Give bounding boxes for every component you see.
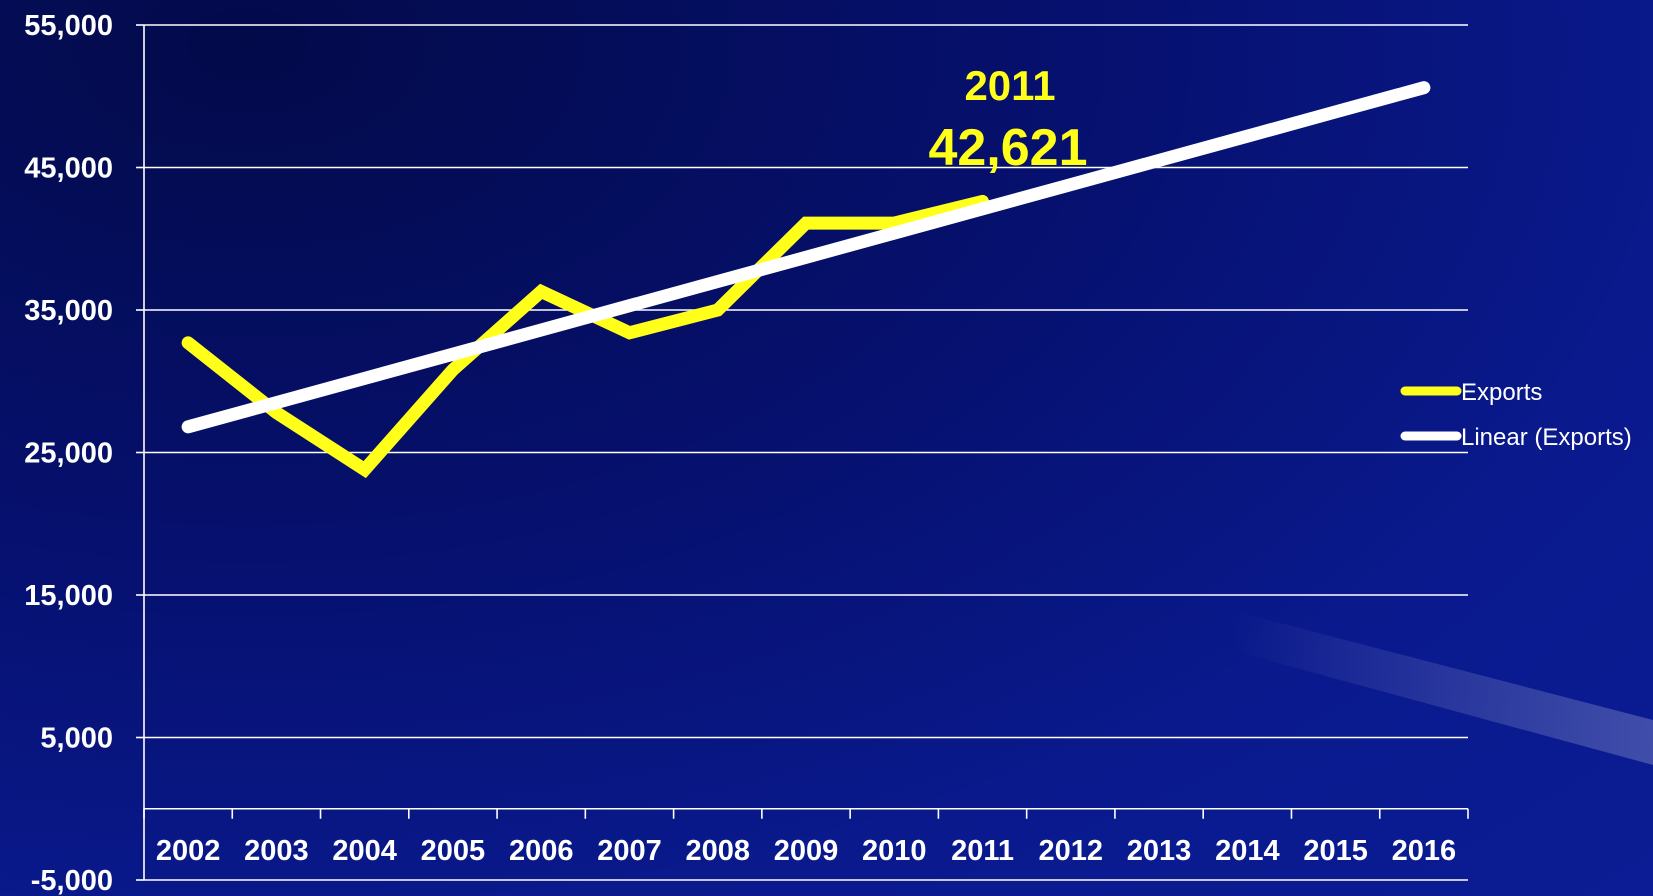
x-tick-label: 2004 xyxy=(332,835,397,867)
y-tick-label: 45,000 xyxy=(24,153,113,185)
x-tick-label: 2007 xyxy=(597,835,662,867)
y-tick-label: 5,000 xyxy=(40,723,113,755)
x-tick-label: 2003 xyxy=(244,835,309,867)
y-tick-label: 55,000 xyxy=(24,10,113,42)
x-tick-label: 2011 xyxy=(951,835,1014,867)
series-lines xyxy=(181,81,1431,479)
x-tick-label: 2006 xyxy=(509,835,574,867)
x-tick-label: 2012 xyxy=(1039,835,1104,867)
annotation: 2011 42,621 xyxy=(928,62,1087,177)
y-tick-label: 25,000 xyxy=(24,438,113,470)
legend: Exports Linear (Exports) xyxy=(1400,379,1632,451)
legend-label-exports[interactable]: Exports xyxy=(1461,379,1542,406)
x-tick-label: 2015 xyxy=(1303,835,1368,867)
y-tick-label: 15,000 xyxy=(24,580,113,612)
y-tick-label: -5,000 xyxy=(31,865,113,896)
annotation-value: 42,621 xyxy=(928,119,1087,177)
series-line-linear-exports[interactable] xyxy=(181,81,1431,434)
x-tick-label: 2002 xyxy=(156,835,221,867)
gridlines xyxy=(144,24,1468,881)
axes xyxy=(136,24,1469,881)
x-tick-label: 2005 xyxy=(421,835,486,867)
x-tick-label: 2009 xyxy=(774,835,839,867)
annotation-year: 2011 xyxy=(964,62,1055,109)
x-tick-label: 2013 xyxy=(1127,835,1192,867)
y-axis-tick-labels: 55,000 45,000 35,000 25,000 15,000 5,000 -5,00… xyxy=(24,10,113,896)
x-tick-label: 2014 xyxy=(1215,835,1280,867)
x-axis-tick-labels: 2002 2003 2004 2005 2006 2007 2008 2009 2010 2011… xyxy=(156,835,1456,867)
x-tick-label: 2008 xyxy=(685,835,750,867)
y-tick-label: 35,000 xyxy=(24,295,113,327)
x-tick-label: 2016 xyxy=(1392,835,1457,867)
legend-label-linear[interactable]: Linear (Exports) xyxy=(1461,424,1632,451)
background-streak xyxy=(1230,610,1653,765)
x-tick-label: 2010 xyxy=(862,835,927,867)
